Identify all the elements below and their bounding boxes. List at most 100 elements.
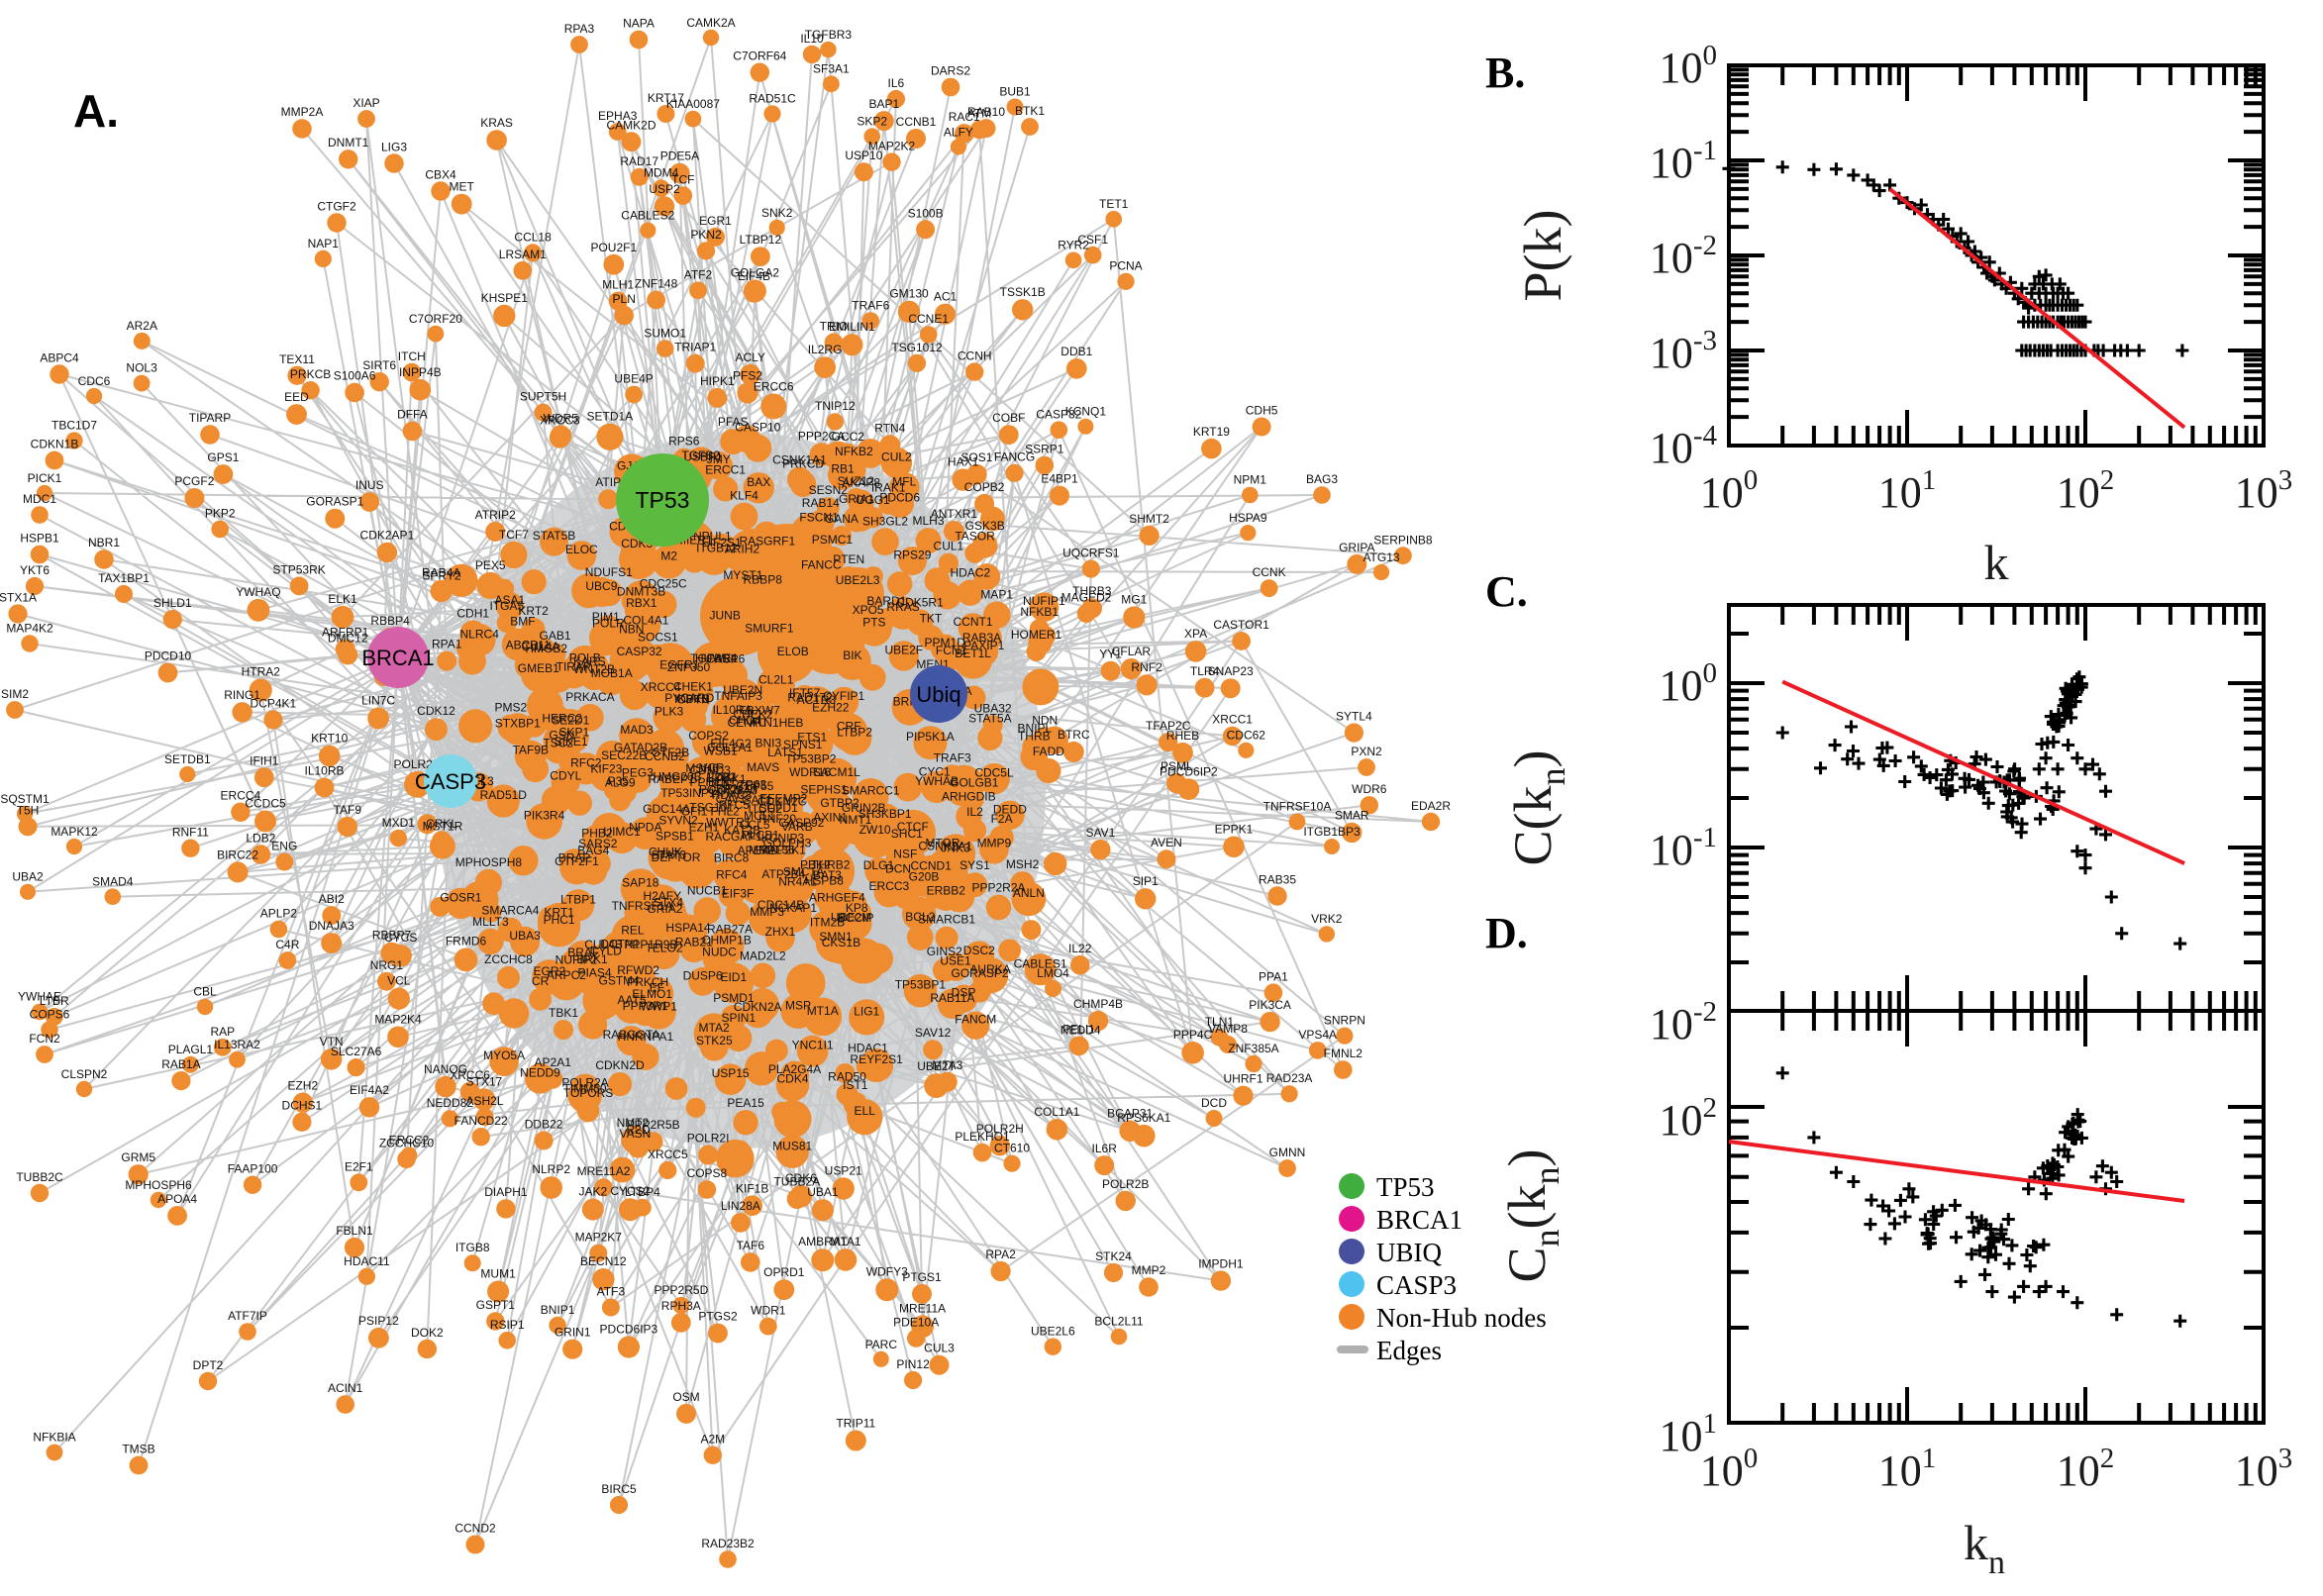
svg-text:PRKCH: PRKCH — [627, 975, 668, 989]
svg-text:DDB22: DDB22 — [525, 1118, 563, 1132]
svg-text:UIMC1: UIMC1 — [603, 825, 641, 839]
svg-text:BAX: BAX — [747, 475, 770, 489]
svg-text:CAMK2D: CAMK2D — [606, 118, 656, 132]
svg-text:PDCD6IP2: PDCD6IP2 — [1160, 764, 1218, 778]
svg-text:CASP3: CASP3 — [1376, 1270, 1457, 1300]
svg-text:ZHX1: ZHX1 — [765, 925, 796, 939]
svg-text:CHD4: CHD4 — [729, 714, 761, 728]
svg-text:SH3GL2: SH3GL2 — [862, 514, 908, 528]
svg-text:ERCC4: ERCC4 — [221, 789, 261, 803]
svg-text:PBK2: PBK2 — [800, 857, 831, 871]
svg-text:WDR1: WDR1 — [751, 1304, 786, 1318]
svg-text:RNF20: RNF20 — [758, 812, 796, 826]
svg-text:AVEN: AVEN — [1151, 836, 1182, 849]
svg-text:COL2A1: COL2A1 — [707, 741, 753, 754]
svg-text:P(k): P(k) — [1513, 210, 1572, 302]
svg-text:CCDC5: CCDC5 — [245, 796, 286, 810]
svg-text:MTOR: MTOR — [925, 836, 960, 849]
svg-text:GRIN2B: GRIN2B — [842, 801, 886, 815]
svg-text:NUCB1: NUCB1 — [687, 883, 728, 897]
svg-text:ITGB1BP3: ITGB1BP3 — [1303, 825, 1361, 839]
svg-text:CCNT1: CCNT1 — [953, 615, 992, 629]
svg-text:SH3KBP1: SH3KBP1 — [858, 807, 912, 821]
svg-text:PIP5K1A: PIP5K1A — [906, 730, 955, 744]
svg-text:A.: A. — [73, 85, 119, 137]
svg-text:RBBP8: RBBP8 — [744, 572, 783, 586]
svg-text:RSIP1: RSIP1 — [490, 1318, 525, 1332]
svg-text:DDB1: DDB1 — [1060, 345, 1092, 358]
svg-text:SIRT6: SIRT6 — [362, 358, 396, 372]
svg-text:RAB35: RAB35 — [1259, 872, 1296, 886]
svg-text:ERCC2: ERCC2 — [389, 1133, 430, 1147]
svg-text:PPP2CA: PPP2CA — [798, 429, 845, 443]
svg-text:DCP4K1: DCP4K1 — [251, 696, 297, 710]
svg-text:KARS: KARS — [573, 654, 606, 668]
svg-text:BARD1: BARD1 — [866, 594, 906, 608]
svg-text:RBX1: RBX1 — [626, 596, 657, 610]
svg-text:SNAP23: SNAP23 — [1208, 664, 1254, 678]
svg-text:MYST1: MYST1 — [723, 568, 762, 582]
svg-text:CDC5L: CDC5L — [974, 766, 1014, 780]
svg-text:IL6R: IL6R — [1092, 1142, 1118, 1155]
svg-text:SHC1: SHC1 — [891, 827, 923, 841]
svg-text:WDR6: WDR6 — [1352, 782, 1387, 796]
svg-text:UBE2T: UBE2T — [917, 1059, 956, 1073]
svg-text:CHUK: CHUK — [649, 846, 682, 859]
svg-text:TUBB2A: TUBB2A — [773, 1175, 820, 1189]
svg-text:ACTR3: ACTR3 — [797, 693, 837, 707]
svg-text:YY1: YY1 — [1099, 648, 1122, 661]
svg-text:P35: P35 — [608, 774, 630, 788]
svg-text:PPHLN1: PPHLN1 — [690, 775, 737, 789]
svg-text:ALFY: ALFY — [944, 125, 973, 139]
svg-text:RTN4: RTN4 — [874, 421, 905, 435]
svg-text:UBA1: UBA1 — [807, 1185, 839, 1199]
svg-text:HMGB2: HMGB2 — [525, 642, 567, 655]
svg-text:SYVN2: SYVN2 — [658, 813, 698, 827]
svg-text:100: 100 — [1660, 40, 1718, 92]
svg-text:EED: EED — [284, 390, 309, 404]
svg-text:DUSP6: DUSP6 — [683, 968, 723, 982]
svg-text:PKP2: PKP2 — [205, 507, 236, 521]
svg-text:SERPINB8: SERPINB8 — [1373, 533, 1433, 547]
svg-text:RAD17: RAD17 — [620, 154, 658, 168]
svg-text:XPA: XPA — [1184, 627, 1207, 641]
svg-text:ATN1HEB: ATN1HEB — [750, 716, 803, 730]
svg-text:SMARCB1: SMARCB1 — [918, 913, 975, 927]
svg-text:A2M: A2M — [700, 1433, 725, 1446]
svg-text:ATF3: ATF3 — [597, 1285, 626, 1299]
svg-text:XIAP: XIAP — [353, 96, 379, 110]
svg-text:MTA2: MTA2 — [699, 1021, 730, 1035]
svg-text:UBIQ: UBIQ — [1376, 1238, 1442, 1267]
svg-text:NLRC4: NLRC4 — [460, 627, 500, 641]
svg-text:TMSB: TMSB — [122, 1443, 154, 1456]
svg-text:EIF4G2: EIF4G2 — [710, 737, 752, 750]
svg-text:CASP6: CASP6 — [706, 651, 746, 665]
svg-text:PDCD6IP3: PDCD6IP3 — [600, 1322, 658, 1336]
svg-text:MAD3: MAD3 — [620, 723, 654, 737]
svg-text:TRIO: TRIO — [820, 320, 849, 334]
svg-text:CL2L1: CL2L1 — [758, 673, 794, 687]
svg-text:R2D: R2D — [626, 1123, 650, 1137]
svg-text:NUFIP1: NUFIP1 — [1023, 594, 1065, 608]
svg-text:MAP4K2: MAP4K2 — [6, 621, 53, 635]
svg-text:PZP2: PZP2 — [706, 770, 736, 784]
svg-text:ERCC1: ERCC1 — [705, 462, 746, 476]
svg-text:ZCCHC10: ZCCHC10 — [379, 1137, 435, 1150]
svg-text:RAB21: RAB21 — [675, 935, 713, 948]
svg-text:NCKAP1: NCKAP1 — [769, 901, 817, 915]
svg-text:PXN2: PXN2 — [1351, 745, 1382, 758]
svg-text:DLG1: DLG1 — [863, 858, 895, 872]
svg-text:RPS6: RPS6 — [668, 435, 700, 449]
svg-text:IMPDH1: IMPDH1 — [1198, 1256, 1244, 1270]
svg-text:TNFRSF10A: TNFRSF10A — [1263, 800, 1332, 814]
svg-text:CCL18: CCL18 — [514, 230, 552, 244]
svg-text:CDKN2D: CDKN2D — [595, 1058, 645, 1072]
svg-text:NPM1: NPM1 — [1234, 473, 1267, 487]
svg-text:HUWE1: HUWE1 — [695, 651, 739, 665]
svg-text:GOLGB1: GOLGB1 — [950, 776, 999, 790]
svg-text:NFKB2: NFKB2 — [835, 445, 873, 458]
svg-text:10-2: 10-2 — [1650, 230, 1717, 282]
svg-text:STXBP1: STXBP1 — [495, 716, 541, 730]
svg-text:OPRD1: OPRD1 — [763, 1265, 805, 1279]
svg-text:VASN: VASN — [620, 1127, 652, 1141]
